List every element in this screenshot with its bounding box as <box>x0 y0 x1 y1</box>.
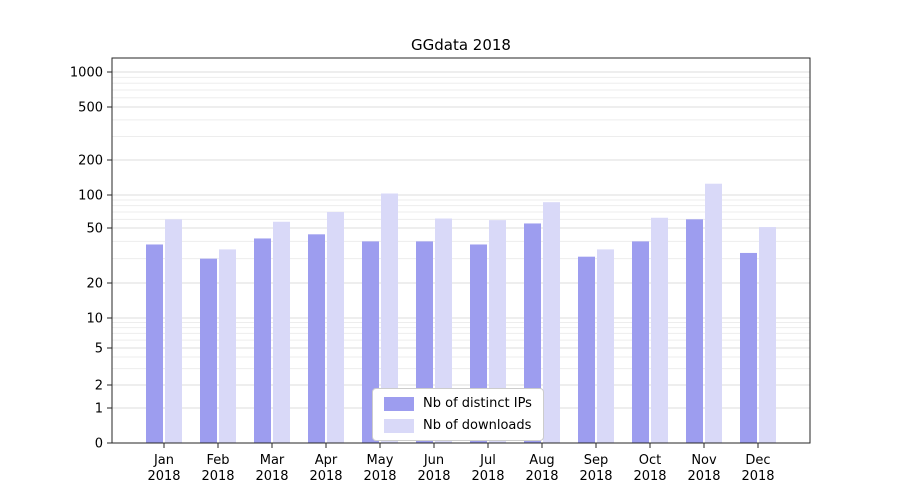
svg-text:2: 2 <box>95 379 103 394</box>
svg-text:1: 1 <box>95 402 103 417</box>
svg-text:0: 0 <box>95 437 103 452</box>
svg-text:20: 20 <box>86 277 103 292</box>
svg-text:10: 10 <box>86 312 103 327</box>
legend-label-downloads: Nb of downloads <box>423 418 532 433</box>
svg-text:May: May <box>367 453 394 468</box>
legend-label-distinct-ips: Nb of distinct IPs <box>423 396 532 411</box>
legend-item-downloads: Nb of downloads <box>384 418 532 433</box>
svg-text:Aug: Aug <box>529 453 554 468</box>
svg-text:Jan: Jan <box>153 453 174 468</box>
svg-text:2018: 2018 <box>525 469 558 484</box>
svg-text:Sep: Sep <box>584 453 609 468</box>
svg-text:2018: 2018 <box>255 469 288 484</box>
legend-item-distinct-ips: Nb of distinct IPs <box>384 396 532 411</box>
svg-text:500: 500 <box>78 101 103 116</box>
svg-text:Mar: Mar <box>260 453 285 468</box>
svg-text:200: 200 <box>78 154 103 169</box>
svg-text:100: 100 <box>78 189 103 204</box>
legend-swatch-distinct-ips <box>384 396 414 411</box>
svg-text:2018: 2018 <box>363 469 396 484</box>
legend-swatch-downloads <box>384 418 414 433</box>
svg-text:2018: 2018 <box>579 469 612 484</box>
svg-text:Jul: Jul <box>479 453 496 468</box>
svg-text:2018: 2018 <box>687 469 720 484</box>
svg-text:Feb: Feb <box>206 453 229 468</box>
svg-text:2018: 2018 <box>309 469 342 484</box>
svg-text:2018: 2018 <box>201 469 234 484</box>
svg-text:1000: 1000 <box>70 66 103 81</box>
svg-text:2018: 2018 <box>417 469 450 484</box>
chart-title: GGdata 2018 <box>411 36 511 54</box>
svg-text:2018: 2018 <box>147 469 180 484</box>
svg-text:Oct: Oct <box>639 453 661 468</box>
svg-text:2018: 2018 <box>471 469 504 484</box>
svg-text:2018: 2018 <box>633 469 666 484</box>
svg-text:2018: 2018 <box>741 469 774 484</box>
svg-text:Jun: Jun <box>423 453 444 468</box>
svg-text:Dec: Dec <box>745 453 770 468</box>
svg-text:Apr: Apr <box>315 453 338 468</box>
chart-legend: Nb of distinct IPs Nb of downloads <box>372 388 544 441</box>
svg-text:50: 50 <box>86 222 103 237</box>
svg-text:Nov: Nov <box>691 453 717 468</box>
svg-text:5: 5 <box>95 342 103 357</box>
